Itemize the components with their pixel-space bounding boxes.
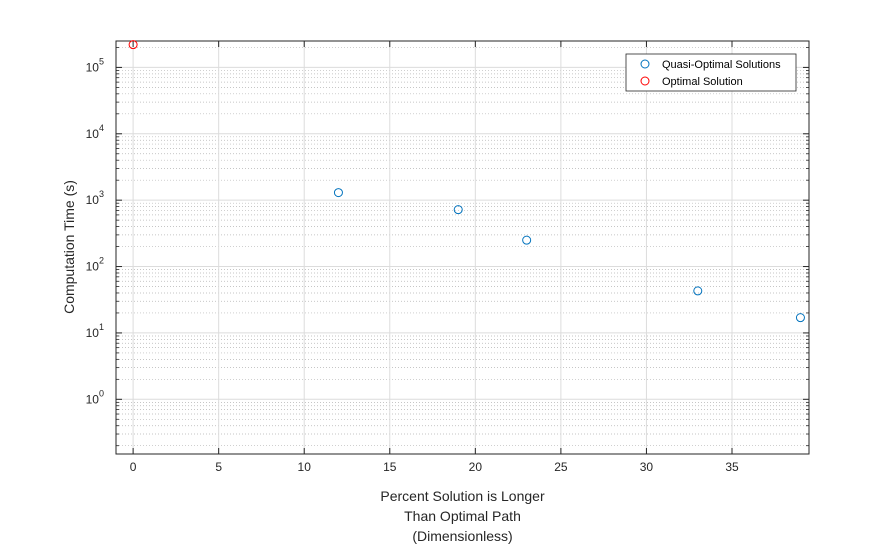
major-gridlines: [116, 41, 809, 454]
legend: Quasi-Optimal Solutions Optimal Solution: [625, 53, 797, 92]
y-tick-label: 102: [86, 256, 104, 274]
x-axis-title-line-3: (Dimensionless): [412, 528, 512, 544]
x-tick-label: 30: [640, 460, 654, 474]
y-axis-title: Computation Time (s): [61, 180, 77, 314]
legend-label-quasi-optimal: Quasi-Optimal Solutions: [662, 59, 781, 71]
legend-marker-quasi-optimal: [640, 59, 650, 69]
data-point-quasi-optimal: [693, 286, 703, 296]
data-point-quasi-optimal: [453, 205, 463, 215]
data-point-quasi-optimal: [795, 313, 805, 323]
y-tick-label: 105: [86, 56, 104, 74]
x-axis-title-line-2: Than Optimal Path: [404, 508, 521, 524]
y-tick-label: 104: [86, 123, 104, 141]
y-tick-label: 101: [86, 322, 104, 340]
legend-label-optimal: Optimal Solution: [662, 76, 743, 88]
x-tick-label: 0: [130, 460, 137, 474]
x-tick-label: 20: [469, 460, 483, 474]
minor-gridlines: [116, 47, 809, 447]
x-axis-title-line-1: Percent Solution is Longer: [380, 488, 545, 504]
y-tick-label: 103: [86, 189, 104, 207]
x-tick-label: 10: [298, 460, 312, 474]
y-tick-label: 100: [86, 388, 104, 406]
legend-marker-optimal: [640, 76, 650, 86]
x-tick-label: 25: [554, 460, 568, 474]
plot-area-box: [115, 40, 810, 455]
data-point-quasi-optimal: [333, 188, 343, 198]
axis-ticks: [116, 41, 809, 454]
data-point-optimal: [128, 40, 138, 50]
legend-box: [625, 53, 797, 92]
x-tick-label: 5: [215, 460, 222, 474]
x-tick-label: 15: [383, 460, 397, 474]
y-tick-labels: 100 101 102 103 104 105: [86, 56, 104, 406]
x-tick-label: 35: [725, 460, 739, 474]
x-tick-labels: 0 5 10 15 20 25 30 35: [130, 460, 739, 474]
data-point-quasi-optimal: [522, 235, 532, 245]
data-points: [128, 40, 805, 323]
